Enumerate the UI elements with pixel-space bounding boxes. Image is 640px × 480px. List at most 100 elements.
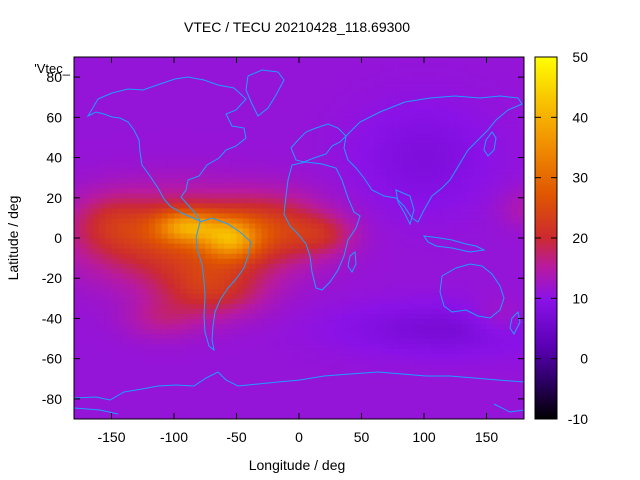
heatmap-cell (236, 212, 244, 219)
heatmap-cell (242, 92, 250, 98)
heatmap-cell (105, 343, 113, 350)
heatmap-cell (342, 388, 350, 395)
heatmap-cell (405, 232, 413, 239)
heatmap-cell (155, 333, 163, 340)
heatmap-cell (499, 413, 506, 419)
heatmap-cell (174, 227, 181, 234)
heatmap-cell (480, 162, 488, 169)
heatmap-cell (349, 112, 356, 118)
heatmap-cell (230, 102, 238, 108)
heatmap-cell (142, 323, 150, 330)
heatmap-cell (149, 152, 156, 159)
heatmap-cell (155, 177, 163, 184)
heatmap-cell (167, 167, 175, 174)
heatmap-cell (267, 278, 275, 284)
heatmap-cell (286, 318, 294, 325)
heatmap-cell (424, 393, 431, 400)
heatmap-cell (99, 137, 106, 144)
heatmap-cell (274, 353, 281, 360)
heatmap-cell (236, 343, 244, 350)
heatmap-cell (280, 328, 288, 335)
heatmap-cell (286, 167, 294, 174)
heatmap-cell (186, 92, 194, 98)
heatmap-cell (517, 147, 524, 154)
heatmap-cell (230, 323, 238, 330)
heatmap-cell (449, 227, 456, 234)
heatmap-cell (411, 298, 419, 304)
heatmap-cell (330, 278, 338, 284)
heatmap-cell (105, 212, 113, 219)
heatmap-cell (311, 97, 319, 103)
heatmap-cell (105, 192, 113, 199)
heatmap-cell (199, 67, 206, 73)
heatmap-cell (492, 232, 500, 239)
heatmap-cell (186, 363, 194, 370)
heatmap-cell (511, 333, 519, 340)
heatmap-cell (330, 388, 338, 395)
heatmap-cell (217, 187, 225, 194)
heatmap-cell (380, 127, 388, 134)
heatmap-cell (86, 368, 94, 375)
heatmap-cell (461, 253, 469, 259)
heatmap-cell (355, 227, 363, 234)
heatmap-cell (405, 253, 413, 259)
heatmap-cell (424, 243, 431, 249)
heatmap-cell (155, 162, 163, 169)
heatmap-cell (124, 288, 131, 294)
heatmap-cell (499, 338, 506, 345)
heatmap-cell (386, 227, 394, 234)
heatmap-cell (167, 137, 175, 144)
heatmap-cell (180, 182, 188, 189)
heatmap-cell (99, 358, 106, 365)
heatmap-cell (124, 152, 131, 159)
heatmap-cell (311, 192, 319, 199)
heatmap-cell (80, 97, 88, 103)
heatmap-cell (342, 72, 350, 78)
heatmap-cell (386, 172, 394, 179)
heatmap-cell (480, 268, 488, 274)
heatmap-cell (480, 408, 488, 415)
heatmap-cell (299, 92, 306, 98)
heatmap-cell (392, 363, 400, 370)
heatmap-cell (161, 308, 169, 315)
heatmap-cell (124, 333, 131, 340)
heatmap-cell (292, 248, 300, 254)
heatmap-cell (330, 393, 338, 400)
heatmap-cell (480, 263, 488, 269)
heatmap-cell (474, 187, 481, 194)
heatmap-cell (192, 102, 200, 108)
heatmap-cell (311, 318, 319, 325)
heatmap-cell (442, 258, 450, 264)
heatmap-cell (230, 243, 238, 249)
heatmap-cell (149, 162, 156, 169)
heatmap-cell (161, 142, 169, 149)
heatmap-cell (342, 393, 350, 400)
heatmap-cell (249, 222, 256, 229)
heatmap-cell (130, 137, 138, 144)
heatmap-cell (99, 222, 106, 229)
heatmap-cell (86, 403, 94, 410)
heatmap-cell (249, 303, 256, 309)
heatmap-cell (455, 227, 463, 234)
heatmap-cell (161, 293, 169, 299)
heatmap-cell (249, 132, 256, 139)
heatmap-cell (211, 283, 219, 289)
heatmap-cell (149, 368, 156, 375)
heatmap-cell (124, 82, 131, 88)
heatmap-cell (474, 373, 481, 380)
heatmap-cell (186, 167, 194, 174)
heatmap-cell (317, 253, 325, 259)
heatmap-cell (349, 263, 356, 269)
heatmap-cell (92, 323, 100, 330)
heatmap-cell (480, 167, 488, 174)
heatmap-cell (311, 112, 319, 118)
heatmap-cell (249, 363, 256, 370)
heatmap-cell (230, 373, 238, 380)
heatmap-cell (317, 348, 325, 355)
heatmap-cell (205, 167, 213, 174)
heatmap-cell (492, 373, 500, 380)
heatmap-cell (367, 187, 375, 194)
heatmap-cell (299, 87, 306, 93)
heatmap-cell (117, 243, 125, 249)
heatmap-cell (274, 97, 281, 103)
